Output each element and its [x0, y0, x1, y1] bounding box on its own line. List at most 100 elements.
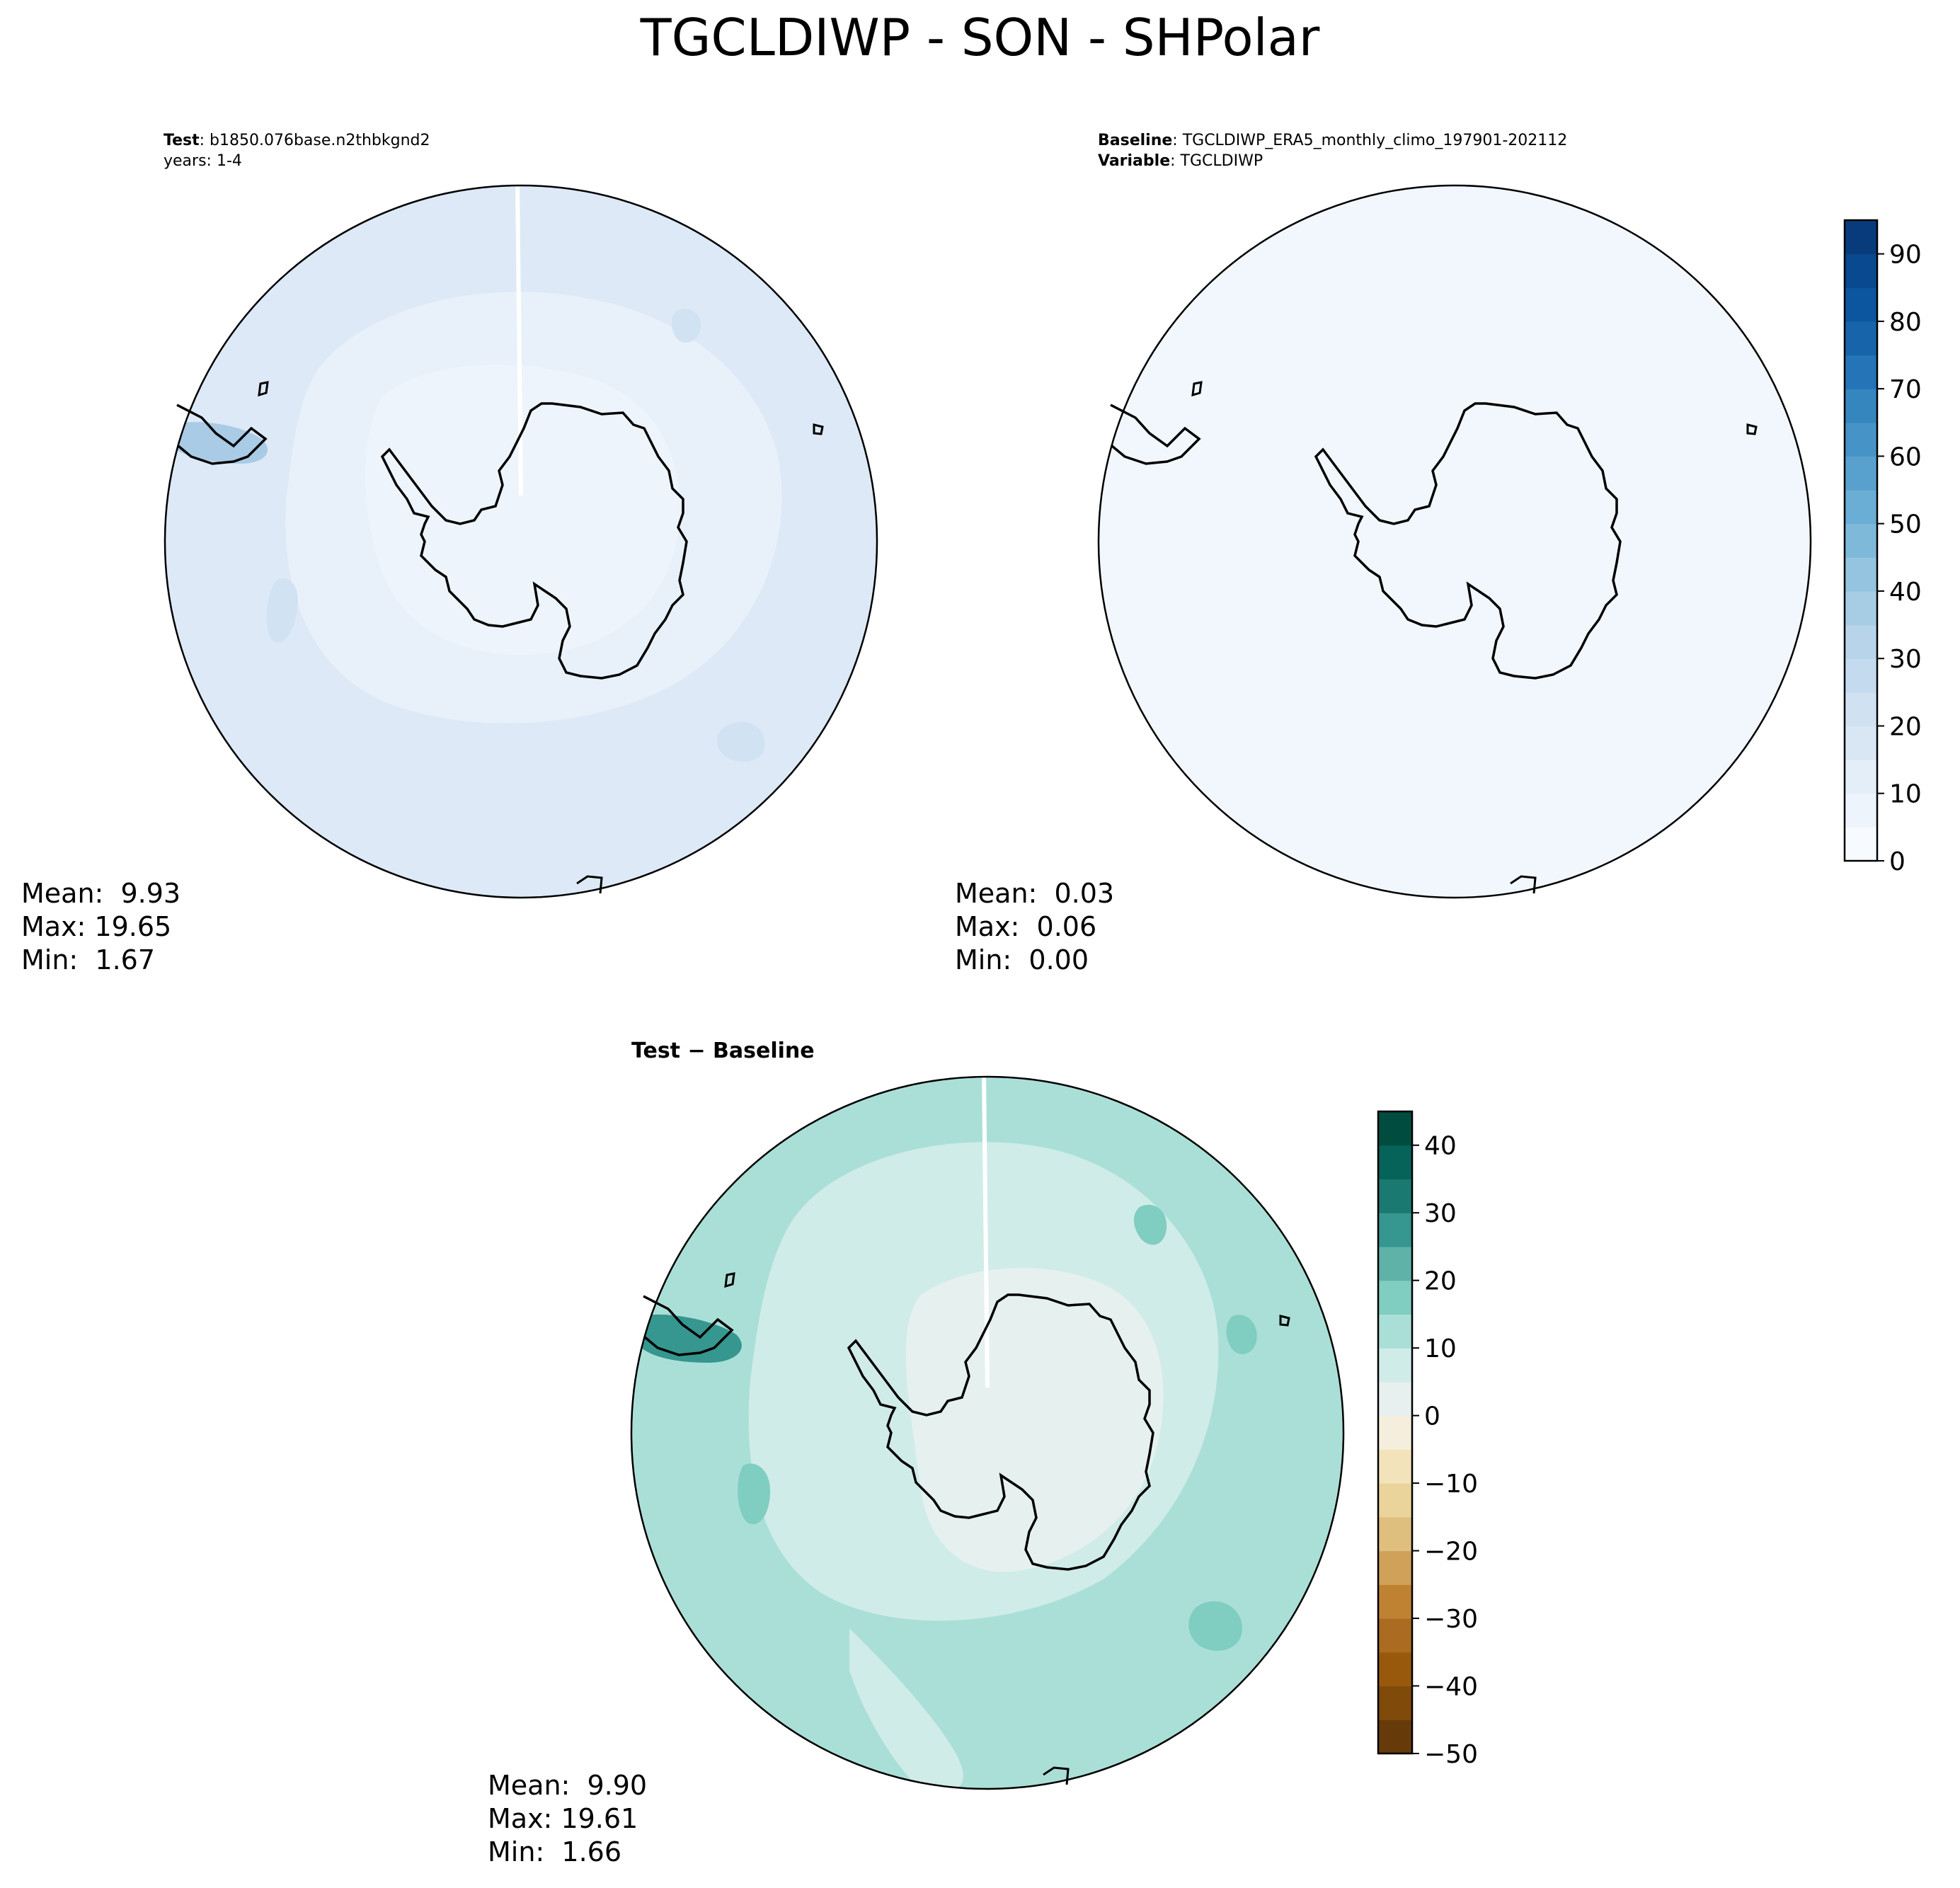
colorbar-brbg-segment: [1378, 1483, 1412, 1518]
baseline-field-background: [1099, 185, 1811, 898]
colorbar-blues-tick-label: 40: [1889, 578, 1922, 607]
colorbar-brbg-segment: [1378, 1584, 1412, 1619]
colorbar-brbg-tick-label: −50: [1424, 1740, 1478, 1769]
test-island-2: [813, 423, 824, 435]
baseline-island-3: [1510, 875, 1537, 894]
colorbar-blues-segment: [1845, 557, 1877, 592]
colorbar-brbg-tick-label: −40: [1424, 1673, 1478, 1702]
difference-south-america-outline: [643, 1295, 734, 1356]
colorbar-blues-segment: [1845, 827, 1877, 862]
baseline-variable-label: Variable: [1098, 152, 1170, 170]
baseline-header-label: Baseline: [1098, 132, 1172, 149]
colorbar-blues-segment: [1845, 422, 1877, 457]
difference-island-1: [724, 1272, 735, 1288]
test-header-label: Test: [164, 132, 200, 149]
test-south-america-outline: [176, 404, 268, 465]
svg-text:Baseline: TGCLDIWP_ERA5_monthl: Baseline: TGCLDIWP_ERA5_monthly_climo_19…: [1098, 132, 1567, 149]
colorbar-blues-tick-label: 10: [1889, 780, 1922, 809]
colorbar-blues-frame: [1843, 219, 1879, 862]
colorbar-blues: 0 10 20 30 40 50 60 70 80 90: [1843, 219, 1922, 876]
baseline-map-boundary: [1097, 184, 1812, 899]
colorbar-brbg-segment: [1378, 1381, 1412, 1417]
difference-map: [631, 1077, 1343, 1789]
difference-field-seam: [982, 1077, 990, 1388]
colorbar-blues-segment: [1845, 490, 1877, 525]
colorbar-blues-tick-label: 50: [1889, 510, 1922, 539]
panel-baseline: Baseline: TGCLDIWP_ERA5_monthly_climo_19…: [955, 132, 1922, 976]
colorbar-brbg-tick-label: −20: [1424, 1538, 1478, 1567]
colorbar-blues-segment: [1845, 287, 1877, 322]
colorbar-blues-tick-label: 60: [1889, 442, 1922, 471]
colorbar-brbg-segment: [1378, 1720, 1412, 1754]
test-header-case: : b1850.076base.n2thbkgnd2: [200, 132, 430, 149]
colorbar-blues-tick-label: 0: [1889, 847, 1905, 876]
figure-title: TGCLDIWP - SON - SHPolar: [640, 8, 1320, 67]
difference-field-patch-1: [1188, 1601, 1242, 1651]
colorbar-blues-segment: [1845, 456, 1877, 491]
colorbar-blues-segment: [1845, 760, 1877, 794]
test-map-boundary: [164, 184, 878, 899]
colorbar-blues-segment: [1845, 793, 1877, 828]
test-field-seam: [515, 185, 523, 496]
colorbar-brbg-tick-label: 20: [1424, 1267, 1457, 1296]
colorbar-brbg-segment: [1378, 1348, 1412, 1383]
baseline-island-1: [1191, 381, 1203, 397]
test-stat-max: Max: 19.65: [21, 911, 171, 942]
colorbar-blues-segment: [1845, 389, 1877, 423]
difference-map-boundary: [630, 1075, 1345, 1790]
baseline-variable-name: : TGCLDIWP: [1170, 152, 1263, 170]
colorbar-blues-tick-label: 80: [1889, 308, 1922, 337]
colorbar-blues-segment: [1845, 321, 1877, 356]
colorbar-brbg-tick-label: −10: [1424, 1470, 1478, 1499]
test-map: [165, 185, 877, 898]
colorbar-brbg-segment: [1378, 1652, 1412, 1687]
baseline-stat-max: Max: 0.06: [955, 911, 1096, 942]
baseline-stat-mean: Mean: 0.03: [955, 878, 1114, 909]
baseline-south-america-outline: [1110, 404, 1201, 465]
difference-island-3: [1043, 1766, 1070, 1785]
colorbar-brbg-tick-label: 10: [1424, 1334, 1457, 1363]
colorbar-brbg-segment: [1378, 1179, 1412, 1213]
svg-text:Test: b1850.076base.n2thbkgnd2: Test: b1850.076base.n2thbkgnd2: [164, 132, 430, 149]
colorbar-brbg-segment: [1378, 1415, 1412, 1450]
colorbar-brbg-tick-label: 30: [1424, 1199, 1457, 1228]
colorbar-brbg: 40 30 20 10 0 −10 −20 −30 −40 −50: [1377, 1110, 1478, 1769]
test-stat-min: Min: 1.67: [21, 944, 155, 976]
colorbar-blues-tick-label: 20: [1889, 712, 1922, 741]
colorbar-brbg-segment: [1378, 1314, 1412, 1349]
panel-test: Test: b1850.076base.n2thbkgnd2 years: 1-…: [21, 132, 878, 976]
difference-field-tongue: [849, 1628, 963, 1789]
difference-field-patch-3: [1133, 1204, 1167, 1245]
colorbar-brbg-segment: [1378, 1449, 1412, 1484]
test-header-years: years: 1-4: [164, 152, 242, 170]
colorbar-blues-segment: [1845, 253, 1877, 288]
baseline-stat-min: Min: 0.00: [955, 944, 1089, 976]
colorbar-brbg-segment: [1378, 1246, 1412, 1281]
colorbar-brbg-segment: [1378, 1280, 1412, 1315]
test-stat-mean: Mean: 9.93: [21, 878, 180, 909]
test-field-coast-anomaly: [170, 422, 268, 464]
test-field-patch-3: [671, 309, 701, 343]
difference-stat-min: Min: 1.66: [488, 1836, 621, 1867]
colorbar-brbg-tick-label: −30: [1424, 1605, 1478, 1634]
colorbar-blues-tick-label: 70: [1889, 375, 1922, 404]
difference-stat-max: Max: 19.61: [488, 1803, 638, 1834]
difference-island-2: [1279, 1315, 1290, 1327]
colorbar-brbg-segment: [1378, 1213, 1412, 1247]
colorbar-blues-segment: [1845, 726, 1877, 760]
colorbar-brbg-segment: [1378, 1686, 1412, 1720]
difference-field-patch-2: [738, 1463, 771, 1525]
colorbar-brbg-segment: [1378, 1145, 1412, 1180]
colorbar-blues-segment: [1845, 523, 1877, 558]
colorbar-brbg-segment: [1378, 1111, 1412, 1146]
svg-text:Variable: TGCLDIWP: Variable: TGCLDIWP: [1098, 152, 1263, 170]
colorbar-blues-segment: [1845, 590, 1877, 626]
baseline-map: [1099, 185, 1811, 898]
colorbar-blues-segment: [1845, 692, 1877, 727]
colorbar-blues-tick-label: 30: [1889, 645, 1922, 674]
difference-header: Test − Baseline: [631, 1039, 815, 1063]
colorbar-blues-segment: [1845, 220, 1877, 255]
baseline-header-file: : TGCLDIWP_ERA5_monthly_climo_197901-202…: [1172, 132, 1567, 149]
difference-field-interior: [905, 1268, 1164, 1572]
